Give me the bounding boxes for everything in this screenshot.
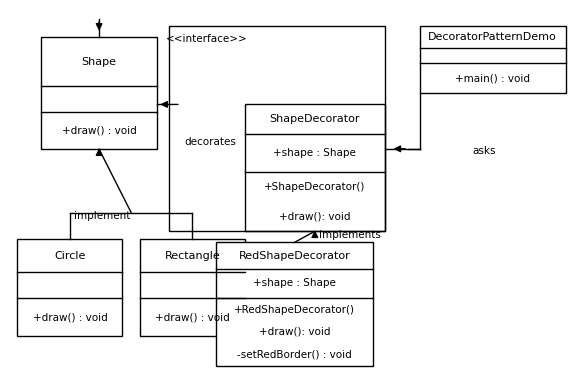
Text: RedShapeDecorator: RedShapeDecorator bbox=[238, 251, 350, 260]
Text: +shape : Shape: +shape : Shape bbox=[273, 148, 356, 158]
Text: +draw(): void: +draw(): void bbox=[259, 327, 330, 337]
Text: +draw() : void: +draw() : void bbox=[62, 126, 136, 135]
Text: ShapeDecorator: ShapeDecorator bbox=[269, 115, 360, 124]
FancyBboxPatch shape bbox=[17, 239, 122, 336]
Text: decorates: decorates bbox=[184, 137, 236, 147]
Text: -setRedBorder() : void: -setRedBorder() : void bbox=[237, 350, 352, 359]
Text: Rectangle: Rectangle bbox=[164, 251, 220, 260]
Text: asks: asks bbox=[472, 146, 496, 156]
Text: implements: implements bbox=[319, 230, 381, 240]
Text: +ShapeDecorator(): +ShapeDecorator() bbox=[264, 182, 366, 191]
Text: DecoratorPatternDemo: DecoratorPatternDemo bbox=[429, 32, 557, 42]
FancyBboxPatch shape bbox=[216, 242, 373, 366]
Text: Circle: Circle bbox=[54, 251, 86, 260]
Text: Shape: Shape bbox=[82, 57, 117, 66]
FancyBboxPatch shape bbox=[245, 104, 385, 231]
Text: +draw(): void: +draw(): void bbox=[279, 211, 350, 221]
Text: +draw() : void: +draw() : void bbox=[155, 312, 230, 322]
Text: +RedShapeDecorator(): +RedShapeDecorator() bbox=[234, 305, 355, 314]
FancyBboxPatch shape bbox=[140, 239, 245, 336]
Text: +draw() : void: +draw() : void bbox=[33, 312, 107, 322]
Text: <<interface>>: <<interface>> bbox=[166, 34, 248, 44]
FancyBboxPatch shape bbox=[420, 26, 566, 93]
Text: implement: implement bbox=[74, 211, 130, 221]
FancyBboxPatch shape bbox=[41, 37, 157, 149]
Text: +main() : void: +main() : void bbox=[455, 73, 530, 83]
Text: +shape : Shape: +shape : Shape bbox=[253, 279, 336, 288]
